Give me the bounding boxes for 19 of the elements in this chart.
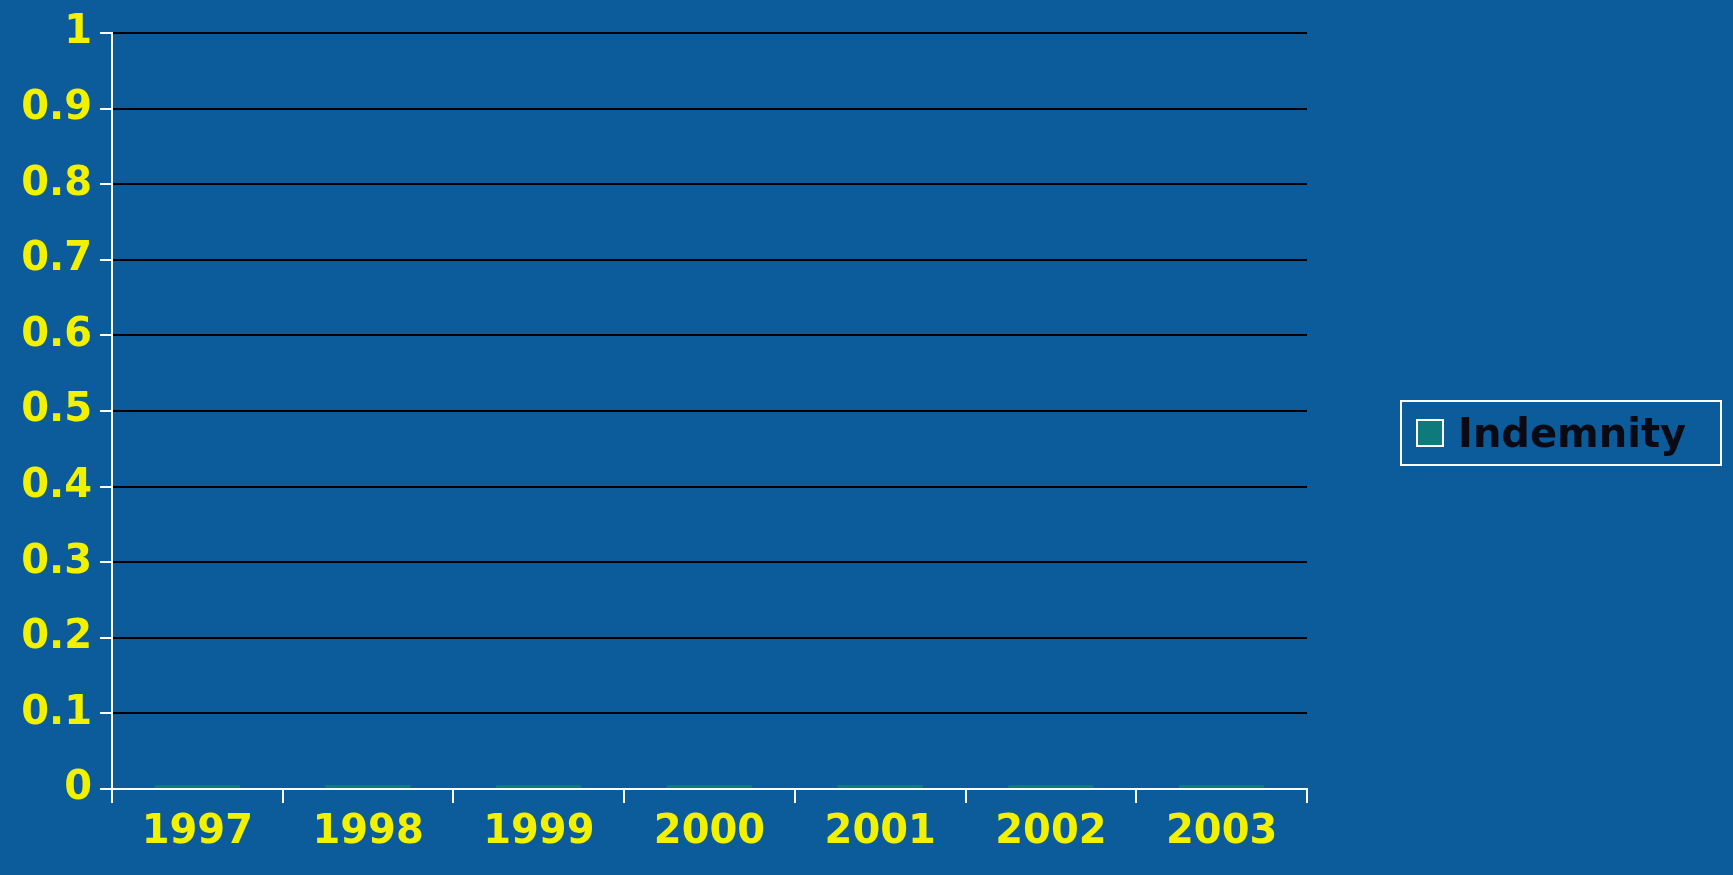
y-tick-label: 0.1	[21, 686, 92, 733]
y-tick-label: 0.3	[21, 535, 92, 582]
x-tick-label: 2003	[1165, 806, 1278, 853]
y-tick-label: 0.5	[21, 384, 92, 431]
x-tick-label: 2002	[995, 806, 1107, 853]
x-tick-label: 1998	[312, 806, 424, 853]
x-tick-label: 1999	[483, 806, 595, 853]
y-tick-label: 0	[64, 762, 92, 809]
legend-label: Indemnity	[1458, 409, 1687, 456]
y-tick-label: 0.8	[21, 157, 92, 204]
y-tick-label: 0.9	[21, 81, 92, 128]
y-tick-label: 1	[64, 6, 92, 53]
y-tick-label: 0.6	[21, 308, 92, 355]
y-tick-label: 0.4	[21, 459, 92, 506]
x-tick-label: 1997	[141, 806, 254, 853]
y-tick-label: 0.2	[21, 611, 92, 658]
x-tick-label: 2001	[824, 806, 936, 853]
y-tick-label: 0.7	[21, 233, 92, 280]
x-tick-label: 2000	[653, 806, 766, 853]
